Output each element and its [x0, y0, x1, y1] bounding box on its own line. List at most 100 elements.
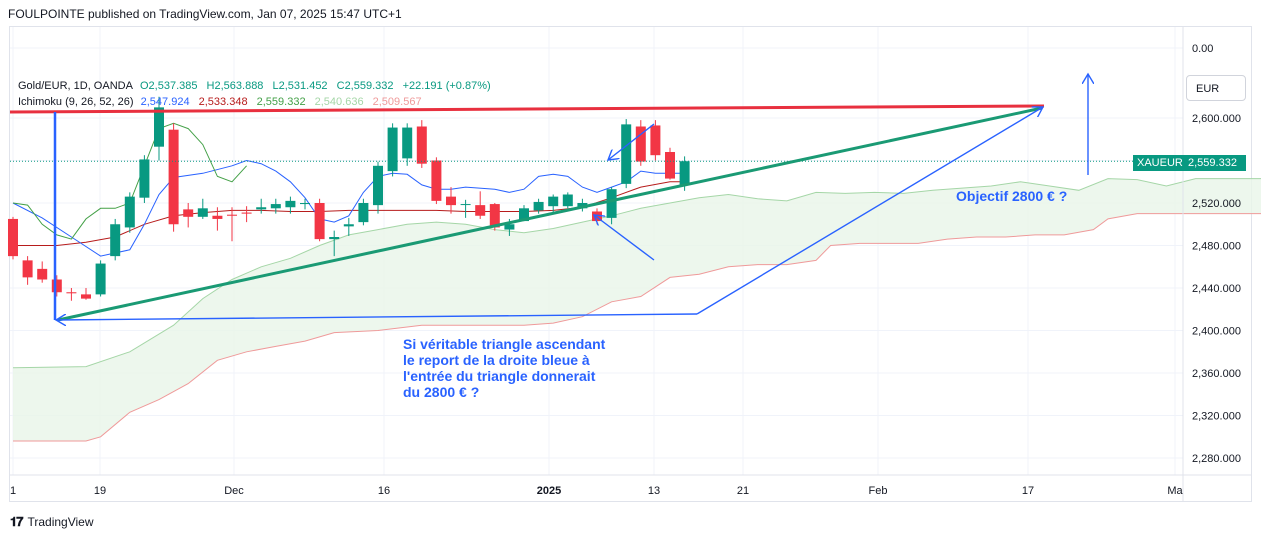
candle-body — [139, 159, 150, 198]
price-axis-label: 2,400.000 — [1192, 326, 1241, 338]
candle-body — [256, 207, 267, 210]
time-axis-label: 19 — [94, 485, 106, 497]
legend-ohlc: Gold/EUR, 1D, OANDA O2,537.385 H2,563.88… — [18, 80, 497, 92]
ichimoku-chikou-value: 2,559.332 — [256, 96, 306, 108]
tradingview-logo-icon: 𝟏𝟕 — [10, 514, 24, 529]
candle-body — [665, 152, 675, 179]
candle-body — [446, 196, 456, 206]
senkou-span-a-line — [12, 178, 1261, 369]
candle-body — [227, 214, 237, 216]
note-line-2: le report de la droite bleue à — [403, 352, 590, 368]
candle-body — [270, 204, 281, 209]
drawings[interactable] — [9, 74, 1088, 322]
candle-body — [504, 224, 515, 230]
candle-body — [606, 189, 617, 218]
candle-body — [300, 203, 310, 205]
time-axis-label: 1 — [10, 485, 16, 497]
time-axis-label: 2025 — [537, 485, 561, 497]
symbol-tag: XAUEUR — [1133, 155, 1187, 171]
candle-body — [95, 263, 106, 295]
senkou-span-b-line — [13, 213, 1261, 442]
candle-body — [373, 165, 383, 206]
candle-body — [343, 224, 354, 227]
ichimoku-senkou-b-value: 2,509.567 — [372, 96, 422, 108]
chart-frame — [9, 26, 1252, 502]
candle-body — [621, 124, 632, 184]
candle-body — [460, 204, 471, 206]
price-axis-label: 2,520.000 — [1192, 198, 1241, 210]
candle-body — [562, 194, 573, 207]
objective-annotation[interactable]: Objectif 2800 € ? — [956, 188, 1068, 204]
time-axis-label: 21 — [737, 485, 749, 497]
ichimoku-senkou-a-value: 2,540.636 — [314, 96, 364, 108]
candle-body — [212, 215, 223, 219]
candle-body — [489, 204, 500, 228]
candle-body — [519, 208, 529, 222]
price-axis-label: 2,480.000 — [1192, 241, 1241, 253]
legend-change: +22.191 (+0.87%) — [402, 80, 491, 92]
ichimoku-kijun-value: 2,533.348 — [198, 96, 248, 108]
cloud-fill — [13, 178, 1261, 441]
note-line-4: du 2800 € ? — [403, 384, 480, 400]
pointer-arrow-lower[interactable] — [594, 215, 655, 261]
candle-body — [183, 209, 194, 217]
note-line-3: l'entrée du triangle donnerait — [403, 368, 596, 384]
triangle-note[interactable]: Si véritable triangle ascendant le repor… — [403, 336, 605, 400]
price-axis-label: 2,440.000 — [1192, 283, 1241, 295]
time-axis-label: Feb — [869, 485, 888, 497]
projection-diagonal-arrow[interactable] — [696, 107, 1043, 315]
candle-body — [37, 268, 48, 280]
candle-body — [285, 200, 296, 208]
legend-open: O2,537.385 — [139, 80, 198, 92]
legend-low: L2,531.452 — [272, 80, 328, 92]
candle-body — [241, 212, 252, 214]
publish-header: FOULPOINTE published on TradingView.com,… — [8, 7, 402, 21]
legend-symbol: Gold/EUR, 1D, OANDA — [18, 80, 133, 92]
candle-body — [168, 129, 179, 225]
candle-body — [329, 237, 340, 240]
candle-body — [197, 208, 208, 217]
ascending-support-line[interactable] — [57, 106, 1043, 322]
candle-body — [679, 161, 690, 185]
candle-body — [314, 203, 325, 240]
resistance-line[interactable] — [9, 104, 1045, 114]
pointer-arrow-upper[interactable] — [608, 123, 655, 160]
tenkan-sen-line — [12, 159, 685, 257]
candle-body — [416, 126, 427, 164]
tradingview-logo[interactable]: 𝟏𝟕 TradingView — [10, 514, 94, 530]
time-axis-label: Dec — [224, 485, 244, 497]
projection-horizontal-arrow[interactable] — [56, 313, 698, 320]
candle-body — [402, 127, 413, 159]
candles — [8, 96, 690, 301]
candle-body — [533, 201, 544, 211]
legend-ichimoku[interactable]: Ichimoku (9, 26, 52, 26) 2,547.924 2,533… — [18, 96, 428, 108]
candle-body — [66, 292, 77, 294]
candle-body — [650, 125, 661, 156]
time-axis-label: 17 — [1022, 485, 1034, 497]
tradingview-logo-text: TradingView — [27, 515, 94, 529]
candle-body — [22, 260, 33, 278]
price-axis-label: 2,360.000 — [1192, 368, 1241, 380]
candle-body — [81, 294, 91, 299]
price-axis-label: 2,600.000 — [1192, 113, 1241, 125]
candle-body — [8, 218, 18, 257]
time-axis-label: 13 — [648, 485, 660, 497]
ichimoku-label: Ichimoku (9, 26, 52, 26) — [18, 96, 134, 108]
time-axis[interactable]: 1 19 Dec 16 2025 13 21 Feb 17 Ma — [10, 474, 1251, 497]
time-axis-label: Ma — [1167, 485, 1183, 497]
ichimoku-tenkan-value: 2,547.924 — [140, 96, 190, 108]
legend-close: C2,559.332 — [336, 80, 394, 92]
candle-body — [548, 196, 559, 207]
candle-body — [154, 107, 164, 147]
candle-body — [51, 279, 62, 293]
candle-body — [124, 196, 135, 228]
time-axis-label: 16 — [378, 485, 390, 497]
last-price-tag: 2,559.332 — [1184, 155, 1246, 171]
candle-body — [110, 224, 121, 257]
candle-body — [635, 126, 646, 162]
price-axis-label: 2,280.000 — [1192, 453, 1241, 465]
candle-body — [358, 203, 369, 223]
currency-selector[interactable]: EUR — [1186, 75, 1246, 101]
candle-body — [431, 160, 442, 201]
